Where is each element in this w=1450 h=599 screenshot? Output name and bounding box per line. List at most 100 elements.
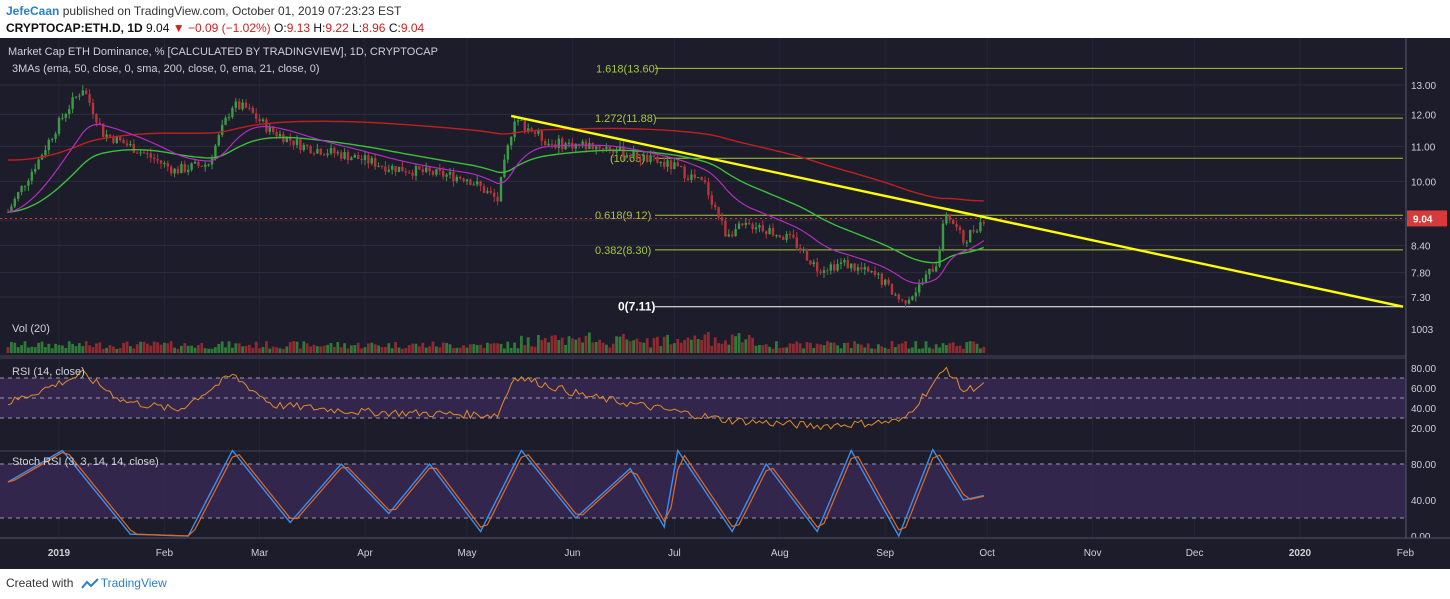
fib-label: 0.382(8.30) bbox=[595, 245, 651, 257]
candle-body bbox=[204, 164, 207, 167]
candle-body bbox=[173, 168, 176, 174]
volume-bar bbox=[948, 343, 952, 353]
volume-bar bbox=[346, 348, 350, 353]
tradingview-brand[interactable]: TradingView bbox=[100, 576, 167, 590]
stoch-d-line bbox=[7, 451, 984, 537]
candle-body bbox=[663, 161, 666, 167]
candle-body bbox=[248, 107, 251, 109]
volume-bar bbox=[142, 341, 146, 353]
candle-body bbox=[268, 126, 271, 132]
candle-body bbox=[629, 155, 632, 158]
volume-bar bbox=[455, 347, 459, 353]
volume-bar bbox=[414, 343, 418, 353]
volume-bar bbox=[883, 347, 887, 353]
volume-bar bbox=[533, 346, 537, 353]
time-tick-label: Oct bbox=[979, 548, 995, 559]
time-tick-label: May bbox=[458, 548, 477, 559]
candle-body bbox=[972, 230, 975, 232]
volume-bar bbox=[924, 341, 928, 353]
candle-body bbox=[193, 161, 197, 164]
volume-bar bbox=[163, 342, 166, 353]
candle-body bbox=[217, 134, 220, 146]
volume-bar bbox=[428, 346, 431, 353]
candle-body bbox=[914, 292, 917, 297]
candle-body bbox=[802, 249, 805, 251]
volume-bar bbox=[390, 348, 394, 353]
price-tick-label: 7.80 bbox=[1411, 269, 1431, 280]
volume-bar bbox=[591, 342, 595, 353]
time-tick-label: Aug bbox=[771, 548, 789, 559]
candle-body bbox=[516, 120, 520, 122]
time-tick-label: Jun bbox=[564, 548, 580, 559]
volume-bar bbox=[768, 346, 771, 353]
chart-canvas[interactable]: 1.618(13.60) 1.272(11.88) (10.65) 0.618(9.1… bbox=[0, 38, 1450, 569]
volume-bar bbox=[258, 348, 261, 353]
volume-bar bbox=[928, 347, 931, 353]
candle-body bbox=[455, 176, 458, 182]
candle-body bbox=[238, 101, 241, 110]
volume-bar bbox=[547, 342, 550, 353]
candle-body bbox=[285, 136, 288, 143]
trendline-layer[interactable] bbox=[510, 114, 1404, 308]
candle-body bbox=[513, 121, 516, 138]
candle-body bbox=[363, 155, 367, 161]
candle-body bbox=[805, 249, 809, 261]
candle-body bbox=[231, 107, 234, 118]
candle-body bbox=[649, 155, 652, 163]
fib-label: 1.272(11.88) bbox=[595, 113, 657, 125]
volume-bar bbox=[363, 347, 367, 353]
volume-bar bbox=[866, 343, 870, 353]
candle-body bbox=[170, 166, 173, 174]
candle-body bbox=[697, 177, 700, 179]
time-tick-label: Apr bbox=[357, 548, 373, 559]
candle-body bbox=[153, 157, 156, 160]
candle-body bbox=[224, 117, 227, 125]
volume-bar bbox=[710, 345, 714, 353]
candle-body bbox=[265, 119, 268, 132]
candle-body bbox=[258, 118, 261, 122]
volume-bar bbox=[951, 342, 955, 353]
volume-bar bbox=[6, 347, 10, 353]
candle-body bbox=[329, 147, 333, 154]
volume-bar bbox=[662, 336, 666, 353]
volume-bar bbox=[846, 342, 850, 353]
candle-body bbox=[108, 134, 112, 137]
candle-body bbox=[686, 178, 690, 180]
volume-bar bbox=[785, 347, 788, 353]
candle-body bbox=[717, 207, 720, 218]
candle-body bbox=[503, 159, 506, 177]
candle-body bbox=[544, 140, 547, 146]
volume-bar bbox=[792, 343, 795, 353]
candle-body bbox=[578, 143, 581, 145]
candle-body bbox=[547, 143, 550, 146]
candle-body bbox=[187, 169, 190, 172]
candle-body bbox=[180, 164, 183, 174]
candle-body bbox=[377, 165, 380, 167]
volume-bar bbox=[982, 346, 986, 353]
candle-body bbox=[904, 300, 907, 304]
candle-body bbox=[765, 231, 768, 235]
volume-bar bbox=[244, 345, 248, 353]
volume-bar bbox=[520, 335, 523, 353]
time-tick-label: Mar bbox=[251, 548, 269, 559]
price-tick-label: 10.00 bbox=[1411, 177, 1436, 188]
volume-bar bbox=[819, 344, 822, 353]
volume-bar bbox=[965, 342, 969, 353]
candle-body bbox=[309, 146, 312, 154]
volume-bar bbox=[666, 334, 669, 353]
candle-body bbox=[666, 160, 669, 167]
volume-bar bbox=[91, 346, 95, 353]
author-name[interactable]: JefeCaan bbox=[6, 4, 60, 18]
candle-body bbox=[380, 165, 384, 167]
volume-bar bbox=[458, 347, 462, 353]
volume-bar bbox=[445, 342, 448, 353]
candle-body bbox=[221, 124, 224, 135]
volume-bar bbox=[778, 348, 782, 353]
candle-body bbox=[302, 144, 305, 151]
candle-body bbox=[880, 273, 883, 285]
volume-bar bbox=[268, 348, 272, 353]
volume-bar bbox=[316, 346, 319, 353]
candle-body bbox=[68, 109, 71, 114]
candle-body bbox=[272, 126, 275, 133]
volume-bar bbox=[387, 343, 391, 353]
